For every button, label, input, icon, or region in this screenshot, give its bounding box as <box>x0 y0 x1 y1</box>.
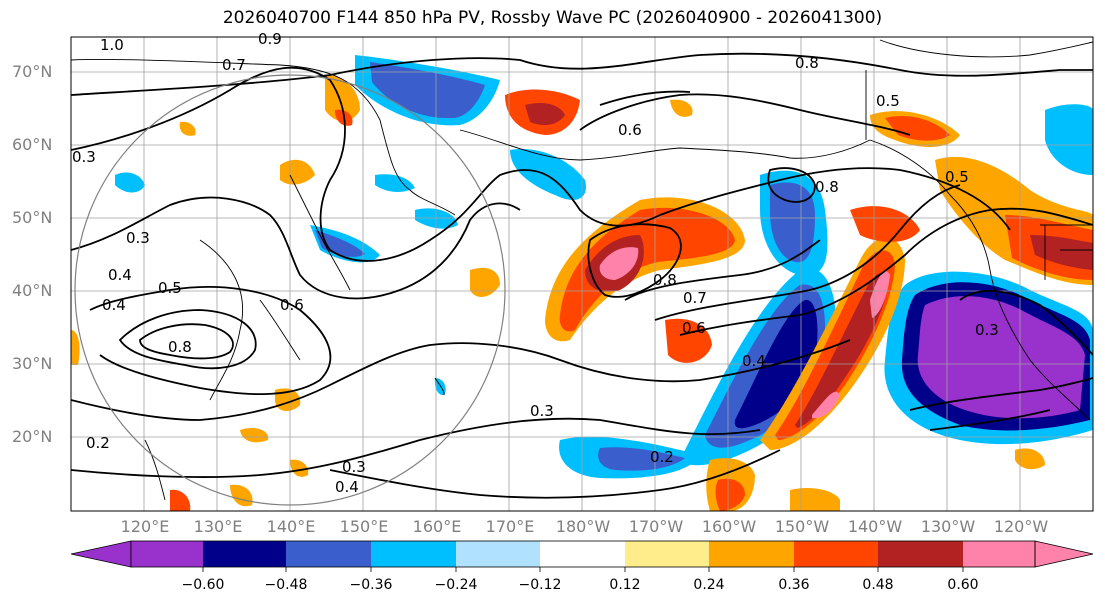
lat-label: 20°N <box>12 427 53 446</box>
contour-label: 0.2 <box>650 448 674 466</box>
contour-label: 0.3 <box>126 229 150 247</box>
lon-label: 160°E <box>412 517 462 536</box>
lon-label: 170°E <box>485 517 535 536</box>
lon-label: 150°E <box>339 517 389 536</box>
colorbar-tick-label: 0.48 <box>862 577 894 593</box>
lat-label: 40°N <box>12 281 53 300</box>
lon-label: 140°E <box>266 517 316 536</box>
colorbar-segment <box>709 541 794 567</box>
lon-label: 140°W <box>847 517 903 536</box>
pv-contours <box>71 52 1093 499</box>
contour-label: 0.4 <box>742 352 766 370</box>
colorbar-segment <box>131 541 203 567</box>
lon-label: 120°W <box>993 517 1049 536</box>
colorbar <box>70 540 1094 572</box>
lon-label: 180°W <box>555 517 611 536</box>
colorbar-tick-label: −0.24 <box>434 577 478 593</box>
colorbar-segment <box>963 541 1035 567</box>
contour-label: 0.5 <box>945 168 969 186</box>
lat-label: 70°N <box>12 62 53 81</box>
contour-label: 0.8 <box>795 54 819 72</box>
lon-label: 130°E <box>193 517 243 536</box>
colorbar-tick-label: −0.12 <box>518 577 562 593</box>
map-frame <box>70 36 1094 512</box>
lon-label: 120°E <box>120 517 170 536</box>
colorbar-segment <box>456 541 540 567</box>
colorbar-tick-label: 0.12 <box>609 577 641 593</box>
colorbar-tick-label: −0.48 <box>264 577 308 593</box>
great-circle-marker <box>74 74 506 506</box>
colorbar-max-extend <box>1034 540 1094 568</box>
colorbar-tick-label: −0.36 <box>349 577 393 593</box>
lon-label: 130°W <box>920 517 976 536</box>
contour-label: 0.3 <box>530 402 554 420</box>
colorbar-segment <box>625 541 709 567</box>
lon-label: 170°W <box>628 517 684 536</box>
colorbar-segment <box>203 541 286 567</box>
lon-label: 150°W <box>774 517 830 536</box>
contour-label: 0.5 <box>876 92 900 110</box>
lat-label: 30°N <box>12 354 53 373</box>
contour-label: 0.8 <box>815 178 839 196</box>
map-title: 2026040700 F144 850 hPa PV, Rossby Wave … <box>222 8 883 28</box>
colorbar-segment <box>794 541 878 567</box>
contour-label: 0.3 <box>72 148 96 166</box>
contour-label: 0.4 <box>102 296 126 314</box>
contour-label: 0.8 <box>168 338 192 356</box>
contour-label: 0.4 <box>108 266 132 284</box>
lat-label: 50°N <box>12 208 53 227</box>
colorbar-segment <box>286 541 371 567</box>
lat-label: 60°N <box>12 135 53 154</box>
colorbar-tick-label: 0.60 <box>947 577 979 593</box>
contour-label: 0.7 <box>222 56 246 74</box>
contour-label: 0.3 <box>342 458 366 476</box>
contour-label: 0.2 <box>86 434 110 452</box>
contour-label: 0.3 <box>975 321 999 339</box>
colorbar-segment <box>371 541 456 567</box>
colorbar-segment <box>540 541 625 567</box>
contour-label: 0.6 <box>618 121 642 139</box>
contour-label: 0.7 <box>683 289 707 307</box>
lon-label: 160°W <box>701 517 757 536</box>
contour-label: 0.6 <box>280 296 304 314</box>
contour-label: 0.4 <box>335 478 359 496</box>
colorbar-tick-label: 0.36 <box>778 577 810 593</box>
contour-label: 1.0 <box>100 36 124 54</box>
contour-label: 0.6 <box>682 319 706 337</box>
colorbar-tick-label: −0.60 <box>181 577 225 593</box>
contour-label: 0.8 <box>653 271 677 289</box>
contour-label: 0.9 <box>258 30 282 48</box>
graticule <box>71 37 1093 511</box>
colorbar-min-extend <box>70 540 132 568</box>
colorbar-segment <box>878 541 963 567</box>
coastlines <box>71 39 1093 501</box>
colorbar-tick-label: 0.24 <box>693 577 725 593</box>
contour-label-group: 1.0 0.9 0.7 0.3 0.3 0.4 0.4 0.5 0.8 0.5 … <box>72 30 999 496</box>
contour-label: 0.5 <box>158 279 182 297</box>
